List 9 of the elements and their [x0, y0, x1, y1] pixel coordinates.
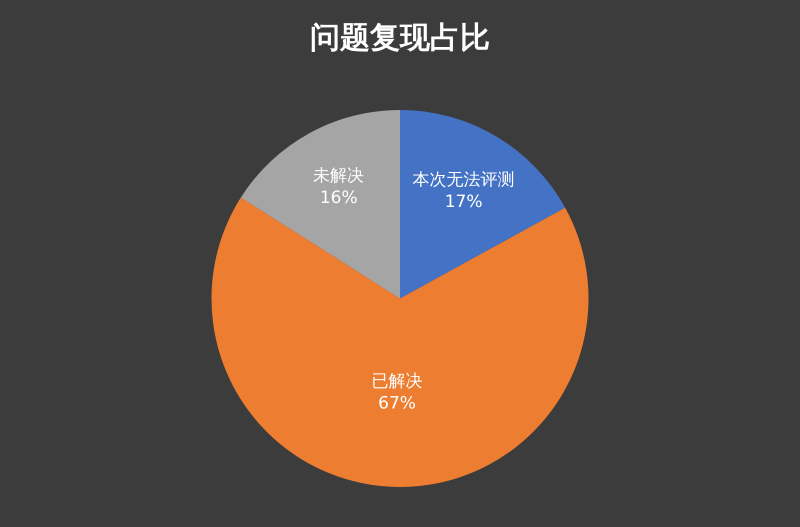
pie-slice	[240, 110, 400, 298]
slice-label: 未解决	[313, 166, 364, 186]
pie-slice	[400, 110, 566, 298]
data-label: 67%	[378, 394, 416, 414]
data-label: 16%	[320, 188, 358, 208]
slice-label: 本次无法评测	[412, 170, 515, 190]
slice-label: 已解决	[372, 372, 423, 392]
chart-title: 问题复现占比	[310, 20, 490, 56]
data-label: 17%	[444, 192, 482, 212]
